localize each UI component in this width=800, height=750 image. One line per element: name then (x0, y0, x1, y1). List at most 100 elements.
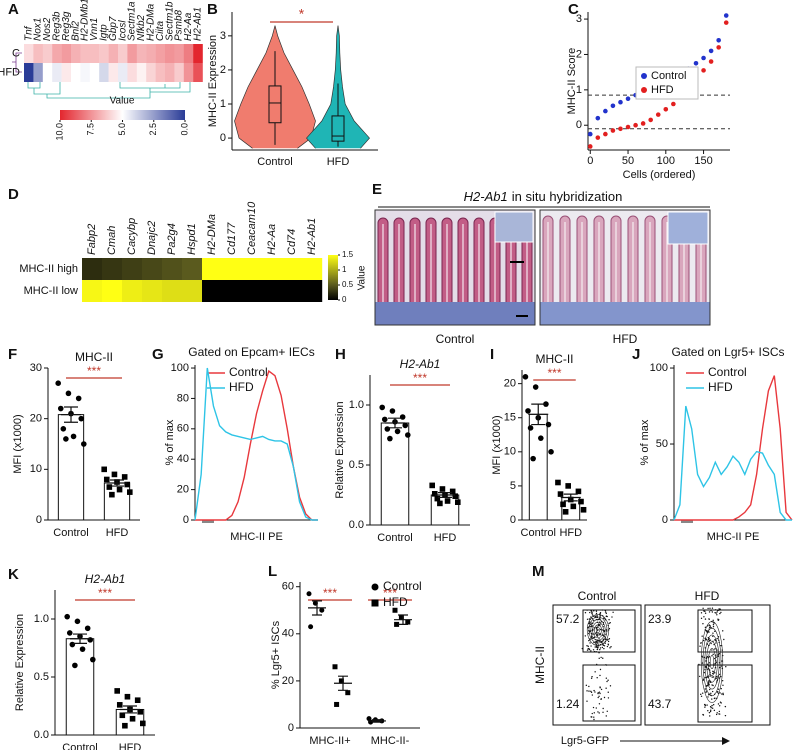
heatmap-cell (99, 63, 109, 82)
event-dot (600, 688, 603, 691)
data-point (625, 124, 631, 130)
data-point (111, 471, 118, 478)
data-point (116, 702, 123, 708)
data-point (394, 428, 401, 435)
y-tick-label: 40 (177, 453, 189, 465)
y-tick-label: 1 (576, 84, 582, 96)
event-dot (716, 614, 718, 616)
heatmap-cell (102, 280, 123, 302)
event-dot (721, 680, 724, 682)
event-dot (605, 687, 607, 689)
colorbar-title: Value (110, 96, 135, 107)
contour (590, 619, 606, 641)
data-point (431, 491, 438, 497)
event-dot (595, 650, 597, 653)
event-dot (594, 671, 596, 673)
heatmap-cell (242, 258, 263, 280)
y-tick-label: 5 (510, 480, 516, 492)
data-point (338, 678, 344, 684)
event-dot (602, 711, 604, 714)
heatmap-cell (136, 44, 147, 63)
event-dot (715, 677, 718, 679)
data-point (587, 131, 593, 137)
colorbar (60, 110, 185, 120)
event-dot (705, 660, 707, 662)
column-label: Reg3b (52, 11, 63, 41)
column-label: Cmah (106, 226, 118, 255)
event-dot (592, 619, 595, 621)
data-point (580, 506, 587, 513)
data-point (548, 449, 554, 455)
y-tick-label: 0.0 (349, 519, 364, 531)
heatmap-cell (102, 258, 123, 280)
event-dot (584, 612, 587, 614)
event-dot (607, 697, 610, 699)
heatmap-cell (52, 44, 62, 63)
event-dot (592, 649, 595, 651)
event-dot (600, 656, 602, 659)
data-point (308, 624, 314, 630)
event-dot (590, 716, 592, 718)
violin-outline (306, 25, 339, 149)
event-dot (702, 607, 704, 609)
significance-label: *** (98, 586, 112, 600)
violin-fill (234, 25, 316, 149)
heatmap-cell (61, 44, 72, 63)
heatmap-cell (108, 44, 119, 63)
x-axis-label: Cells (ordered) (623, 169, 696, 181)
event-dot (718, 619, 720, 621)
data-point (595, 135, 601, 140)
y-tick-label: 100 (650, 362, 668, 374)
data-point (75, 395, 82, 402)
event-dot (708, 711, 711, 714)
legend-label: HFD (651, 84, 674, 96)
chart-title: H2-Ab1 (400, 357, 441, 371)
event-dot (711, 690, 714, 693)
event-dot (598, 691, 601, 693)
y-tick-label: 80 (177, 392, 189, 404)
panel-label: C (568, 1, 579, 18)
panel-label: B (207, 1, 218, 18)
colorbar-tick-label: 0.5 (342, 280, 354, 289)
event-dot (711, 676, 713, 678)
heatmap-cell (42, 63, 53, 82)
y-tick-label: 0.5 (34, 671, 49, 683)
data-point (648, 117, 653, 123)
data-point (140, 720, 146, 727)
heatmap-cell (302, 258, 323, 280)
event-dot (607, 691, 609, 693)
heatmap-cell (118, 63, 128, 82)
heatmap-cell (282, 258, 303, 280)
data-point (101, 466, 107, 473)
event-dot (718, 710, 721, 713)
column-label: Cacybp (126, 218, 138, 255)
event-dot (591, 694, 594, 696)
x-tick-label: HFD (106, 527, 129, 539)
data-point (63, 436, 69, 442)
event-dot (708, 611, 711, 613)
y-axis-label: % of max (639, 419, 651, 465)
y-tick-label: 60 (282, 581, 294, 593)
x-tick-label: 50 (622, 155, 634, 167)
y-tick-label: 1 (220, 98, 226, 110)
event-dot (603, 647, 605, 650)
column-label: Nox1 (33, 18, 44, 41)
y-tick-label: 20 (30, 413, 42, 425)
column-label: Cd177 (226, 222, 238, 255)
event-dot (598, 657, 600, 660)
event-dot (704, 618, 707, 620)
axis-arrow-head (722, 737, 730, 745)
event-dot (700, 695, 703, 697)
heatmap-cell (193, 44, 203, 63)
event-dot (607, 640, 610, 643)
column-label: Vnn1 (89, 18, 100, 41)
event-dot (599, 614, 601, 617)
bar (380, 422, 410, 526)
column-label: H2-DMa (146, 3, 157, 41)
event-dot (598, 695, 600, 697)
heatmap-cell (182, 258, 203, 280)
event-dot (702, 713, 704, 716)
event-dot (707, 682, 710, 684)
event-dot (609, 622, 611, 624)
